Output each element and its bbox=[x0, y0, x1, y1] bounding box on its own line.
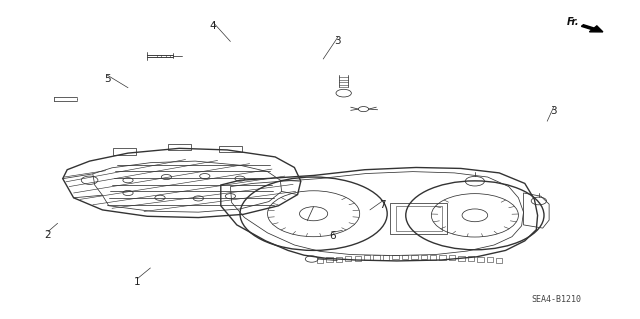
Bar bbox=[486, 257, 493, 262]
FancyArrow shape bbox=[581, 25, 603, 32]
Bar bbox=[440, 255, 446, 260]
Bar bbox=[364, 256, 371, 260]
Text: 7: 7 bbox=[379, 200, 385, 210]
Text: 6: 6 bbox=[330, 231, 336, 241]
Bar bbox=[383, 255, 389, 260]
Bar bbox=[396, 206, 442, 231]
Text: 2: 2 bbox=[45, 230, 51, 241]
Bar bbox=[113, 148, 136, 155]
Text: Fr.: Fr. bbox=[566, 17, 579, 27]
Bar bbox=[496, 258, 502, 263]
Bar bbox=[355, 256, 361, 261]
Text: 5: 5 bbox=[104, 74, 111, 84]
Bar bbox=[468, 256, 474, 261]
Bar bbox=[420, 255, 427, 259]
Text: 4: 4 bbox=[210, 21, 216, 31]
Bar bbox=[449, 256, 455, 260]
Bar bbox=[373, 255, 380, 260]
Bar bbox=[392, 255, 399, 259]
Bar bbox=[390, 203, 447, 234]
Bar bbox=[335, 257, 342, 262]
Bar bbox=[411, 255, 417, 259]
Text: 1: 1 bbox=[134, 277, 141, 287]
Bar bbox=[477, 257, 484, 262]
Bar bbox=[430, 255, 436, 260]
Bar bbox=[326, 257, 333, 262]
Bar bbox=[219, 146, 242, 152]
Text: SEA4-B1210: SEA4-B1210 bbox=[532, 295, 582, 304]
Bar bbox=[317, 258, 323, 263]
Bar bbox=[458, 256, 465, 261]
Text: 3: 3 bbox=[335, 36, 341, 46]
Bar bbox=[402, 255, 408, 259]
Bar bbox=[168, 144, 191, 150]
Text: 3: 3 bbox=[550, 106, 557, 116]
Bar bbox=[345, 256, 351, 261]
